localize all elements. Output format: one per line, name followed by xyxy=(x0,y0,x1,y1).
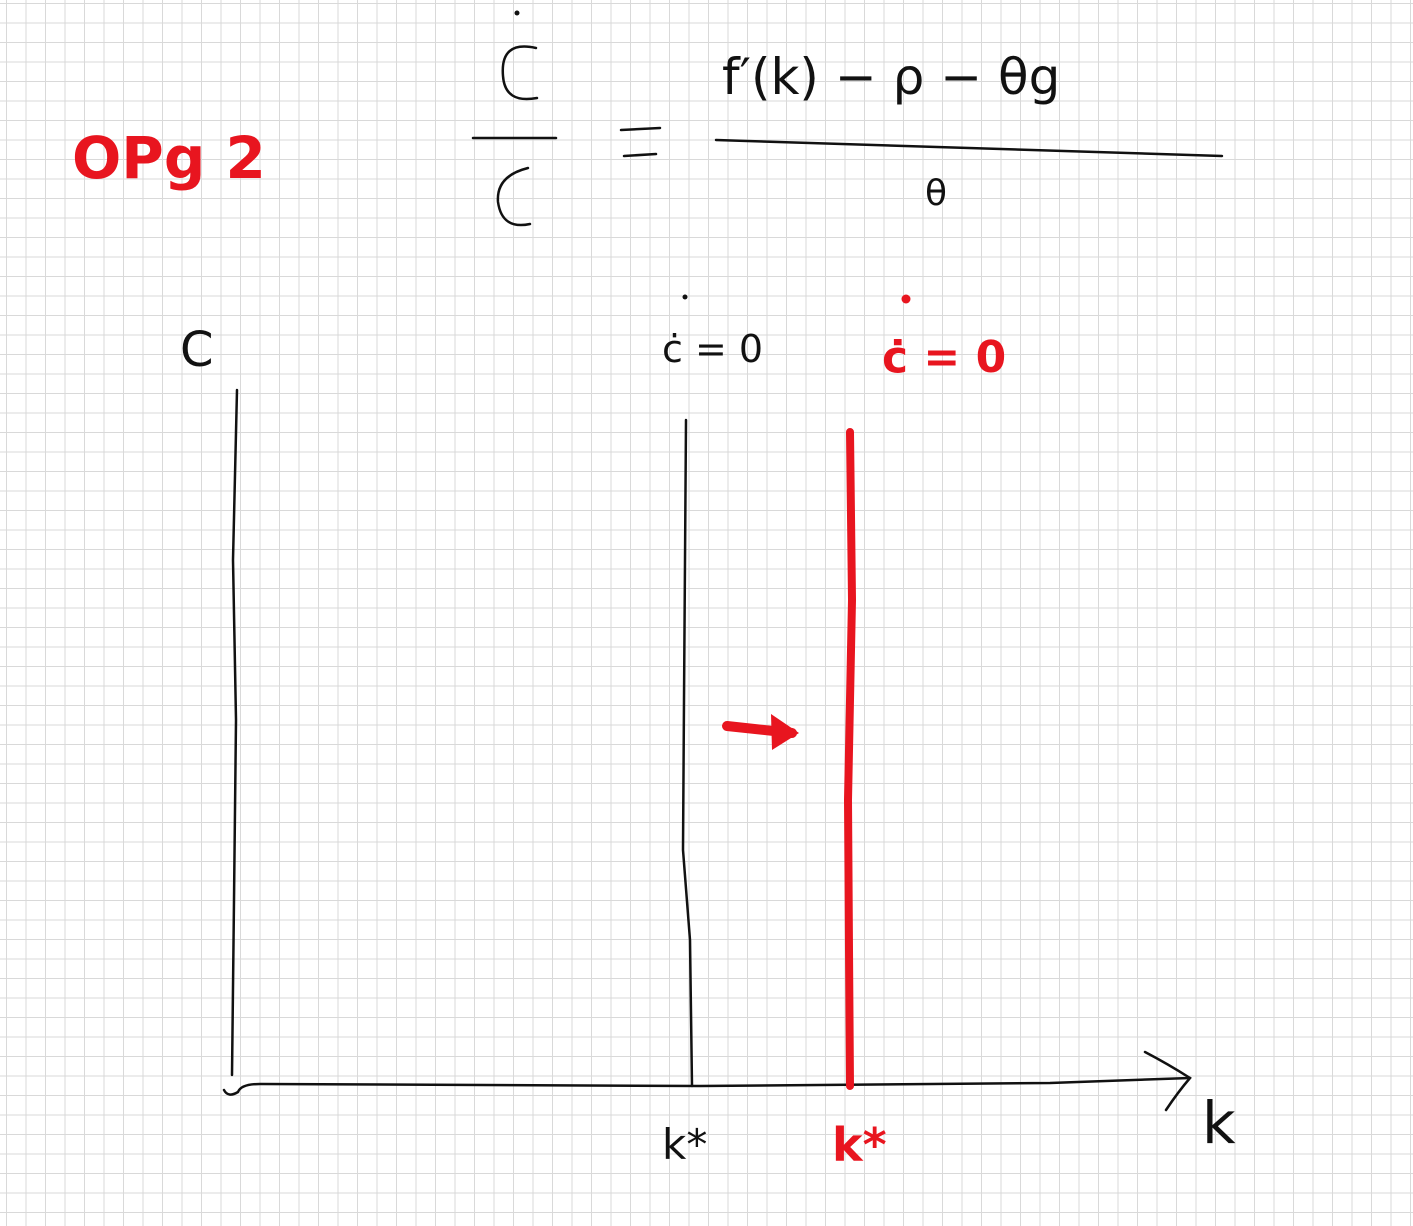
rhs-denominator: θ xyxy=(925,173,948,214)
rhs-fraction-bar xyxy=(714,138,1224,158)
shift-arrow-head xyxy=(771,714,799,750)
equals-bottom xyxy=(622,152,658,158)
original-c-dot-zero-line xyxy=(681,418,694,1088)
page-title: OPg 2 xyxy=(72,124,266,192)
equation xyxy=(471,10,1224,227)
original-label-dot xyxy=(682,294,688,300)
shifted-line-label: ċ = 0 xyxy=(882,332,1007,383)
lhs-numerator-c xyxy=(501,45,539,101)
y-axis xyxy=(230,388,239,1077)
x-axis-label: k xyxy=(1202,1089,1236,1157)
shifted-label-dot xyxy=(901,294,911,304)
shift-arrow xyxy=(722,714,799,750)
x-axis xyxy=(222,1076,1192,1096)
axes xyxy=(222,388,1192,1112)
c-dot-accent xyxy=(514,10,520,16)
shifted-c-dot-zero-line xyxy=(843,428,857,1090)
original-k-star-label: k* xyxy=(662,1120,708,1169)
y-axis-label: C xyxy=(180,322,214,378)
shifted-k-star-label: k* xyxy=(832,1118,887,1172)
title-group: OPg 2 xyxy=(72,124,266,192)
rhs-numerator: f′(k) − ρ − θg xyxy=(722,48,1061,106)
original-line-label: ċ = 0 xyxy=(662,327,764,371)
equals-top xyxy=(619,126,662,132)
lhs-denominator-c xyxy=(496,166,532,227)
x-axis-arrowhead xyxy=(1143,1050,1192,1112)
